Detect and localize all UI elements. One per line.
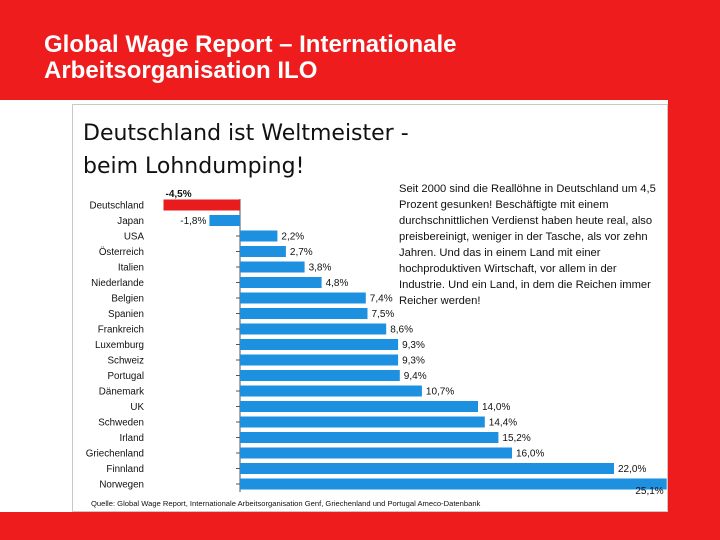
bar-daenemark — [240, 385, 422, 397]
category-label-deutschland: Deutschland — [90, 201, 144, 212]
bar-schweiz — [240, 354, 399, 366]
category-label-niederlande: Niederlande — [91, 278, 144, 289]
explanation-note: Seit 2000 sind die Reallöhne in Deutschl… — [399, 183, 656, 307]
category-label-uk: UK — [130, 402, 144, 413]
slide-title-line-2: Arbeitsorganisation ILO — [44, 57, 318, 84]
data-label-schweiz: 9,3% — [402, 356, 425, 367]
category-label-japan: Japan — [117, 216, 144, 227]
category-label-luxemburg: Luxemburg — [95, 340, 144, 351]
bar-oesterreich — [240, 246, 286, 257]
data-label-portugal: 9,4% — [404, 371, 427, 382]
category-label-irland: Irland — [119, 433, 144, 444]
bar-spanien — [240, 308, 368, 319]
slide-title-line-1: Global Wage Report – Internationale — [44, 31, 457, 58]
bar-luxemburg — [240, 339, 399, 350]
chart-headline-line-2: beim Lohndumping! — [83, 154, 305, 179]
data-label-luxemburg: 9,3% — [402, 340, 425, 351]
data-label-uk: 14,0% — [482, 402, 510, 413]
source-note: Quelle: Global Wage Report, Internationa… — [91, 499, 481, 508]
bar-norwegen — [240, 478, 667, 490]
footer-band — [0, 512, 720, 540]
wage-bar-chart: Deutschland -4,5% Japan -1,8% USA 2,2% Österre… — [86, 189, 667, 497]
bar-finnland — [240, 463, 614, 474]
right-accent-strip — [668, 100, 720, 512]
data-label-oesterreich: 2,7% — [290, 247, 313, 258]
bar-portugal — [240, 370, 400, 381]
bar-frankreich — [240, 323, 387, 335]
data-label-frankreich: 8,6% — [390, 325, 413, 336]
bar-irland — [240, 432, 499, 443]
category-label-belgien: Belgien — [111, 294, 144, 305]
category-label-schweiz: Schweiz — [108, 356, 145, 367]
data-label-usa: 2,2% — [281, 232, 304, 243]
bar-deutschland — [163, 199, 240, 211]
data-label-deutschland: -4,5% — [166, 189, 192, 200]
data-label-japan: -1,8% — [180, 216, 206, 227]
data-label-griechenland: 16,0% — [516, 449, 544, 460]
bar-japan — [209, 215, 240, 226]
chart-panel: Deutschland ist Weltmeister - beim Lohnd… — [72, 104, 668, 512]
category-label-griechenland: Griechenland — [86, 449, 144, 460]
category-label-norwegen: Norwegen — [99, 480, 144, 491]
category-label-frankreich: Frankreich — [98, 325, 144, 336]
data-label-daenemark: 10,7% — [426, 387, 454, 398]
bar-usa — [240, 230, 278, 242]
data-label-finnland: 22,0% — [618, 464, 646, 475]
data-label-belgien: 7,4% — [370, 294, 393, 305]
category-label-schweden: Schweden — [98, 418, 144, 429]
category-label-oesterreich: Österreich — [99, 247, 144, 258]
data-label-irland: 15,2% — [502, 433, 530, 444]
category-label-portugal: Portugal — [108, 371, 145, 382]
header-band — [0, 0, 720, 100]
bar-niederlande — [240, 277, 322, 288]
bar-schweden — [240, 416, 485, 428]
data-label-italien: 3,8% — [309, 263, 332, 274]
category-label-spanien: Spanien — [108, 309, 144, 320]
bar-uk — [240, 401, 478, 412]
chart-headline-line-1: Deutschland ist Weltmeister - — [83, 121, 409, 146]
bar-belgien — [240, 292, 366, 304]
category-label-finnland: Finnland — [106, 464, 144, 475]
bar-italien — [240, 261, 305, 273]
data-label-norwegen: 25,1% — [635, 486, 663, 497]
category-label-italien: Italien — [118, 263, 144, 274]
data-label-schweden: 14,4% — [489, 418, 517, 429]
category-label-daenemark: Dänemark — [99, 387, 144, 398]
bar-griechenland — [240, 447, 512, 459]
category-label-usa: USA — [124, 232, 145, 243]
chart-headline: Deutschland ist Weltmeister - beim Lohnd… — [83, 117, 503, 183]
slide-title: Global Wage Report – Internationale Arbe… — [44, 32, 684, 84]
data-label-spanien: 7,5% — [372, 309, 395, 320]
data-label-niederlande: 4,8% — [326, 278, 349, 289]
